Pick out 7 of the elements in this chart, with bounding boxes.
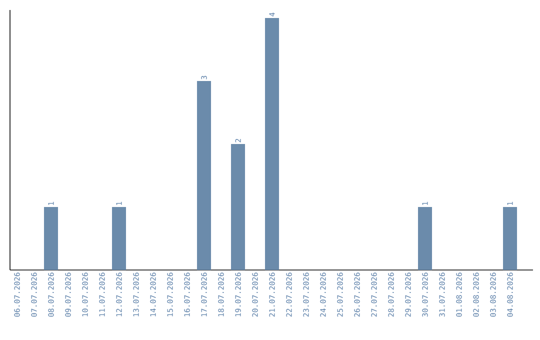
bar [44,207,58,270]
bar [197,81,212,270]
bar [503,207,518,270]
bar [265,18,280,270]
bar [231,144,246,270]
bar [112,207,126,270]
bar [418,207,432,270]
